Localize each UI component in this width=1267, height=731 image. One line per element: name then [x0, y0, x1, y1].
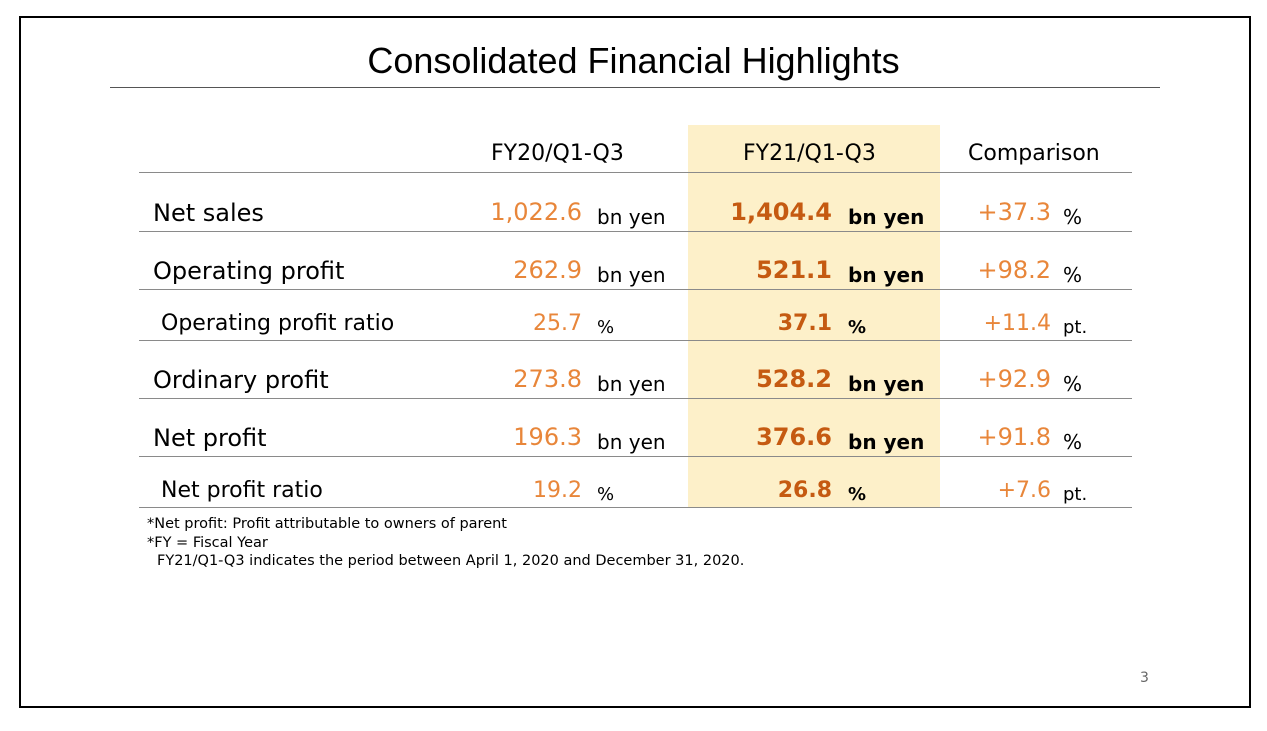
col-header-prev: FY20/Q1-Q3: [491, 141, 624, 166]
curr-unit: %: [848, 317, 867, 338]
comp-value: +98.2: [977, 256, 1051, 284]
comp-value: +11.4: [983, 311, 1051, 336]
slide-frame: [19, 16, 1251, 708]
footnote: FY21/Q1-Q3 indicates the period between …: [157, 553, 745, 569]
prev-value: 196.3: [513, 423, 582, 451]
prev-value: 1,022.6: [490, 198, 582, 226]
row-rule: [139, 231, 1132, 232]
curr-value: 37.1: [777, 311, 832, 336]
row-rule: [139, 507, 1132, 508]
title-divider: [110, 87, 1160, 88]
comp-unit: %: [1063, 205, 1083, 229]
row-label: Operating profit: [153, 257, 345, 285]
page-title: Consolidated Financial Highlights: [367, 40, 900, 81]
curr-unit: bn yen: [848, 205, 925, 229]
curr-value: 528.2: [756, 365, 832, 393]
comp-value: +7.6: [997, 478, 1051, 503]
prev-unit: bn yen: [597, 430, 666, 454]
comp-value: +37.3: [977, 198, 1051, 226]
row-label: Net sales: [153, 199, 264, 227]
row-rule: [139, 456, 1132, 457]
curr-unit: bn yen: [848, 430, 925, 454]
prev-unit: %: [597, 484, 615, 505]
row-label: Operating profit ratio: [161, 311, 395, 336]
prev-unit: bn yen: [597, 372, 666, 396]
comp-unit: %: [1063, 430, 1083, 454]
prev-value: 25.7: [533, 311, 582, 336]
footnotes: *Net profit: Profit attributable to owne…: [147, 515, 744, 571]
row-label: Ordinary profit: [153, 366, 329, 394]
prev-value: 262.9: [513, 256, 582, 284]
row-rule: [139, 398, 1132, 399]
col-header-comp: Comparison: [968, 141, 1100, 166]
page-number: 3: [1140, 670, 1149, 686]
prev-unit: %: [597, 317, 615, 338]
comp-unit: %: [1063, 372, 1083, 396]
curr-value: 26.8: [777, 478, 832, 503]
curr-value: 521.1: [756, 256, 832, 284]
footnote: *Net profit: Profit attributable to owne…: [147, 516, 507, 532]
row-label: Net profit ratio: [161, 478, 323, 503]
comp-unit: pt.: [1063, 317, 1088, 338]
prev-unit: bn yen: [597, 205, 666, 229]
curr-unit: bn yen: [848, 263, 925, 287]
comp-value: +91.8: [977, 423, 1051, 451]
current-period-highlight: [688, 125, 940, 508]
table-header-rule: [139, 172, 1132, 173]
footnote: *FY = Fiscal Year: [147, 534, 268, 551]
prev-value: 19.2: [533, 478, 582, 503]
curr-unit: bn yen: [848, 372, 925, 396]
comp-unit: %: [1063, 263, 1083, 287]
comp-unit: pt.: [1063, 484, 1088, 505]
prev-value: 273.8: [513, 365, 582, 393]
curr-unit: %: [848, 484, 867, 505]
row-label: Net profit: [153, 424, 267, 452]
prev-unit: bn yen: [597, 263, 666, 287]
curr-value: 376.6: [756, 423, 832, 451]
row-rule: [139, 340, 1132, 341]
row-rule: [139, 289, 1132, 290]
curr-value: 1,404.4: [730, 198, 832, 226]
comp-value: +92.9: [977, 365, 1051, 393]
col-header-curr: FY21/Q1-Q3: [743, 141, 876, 166]
